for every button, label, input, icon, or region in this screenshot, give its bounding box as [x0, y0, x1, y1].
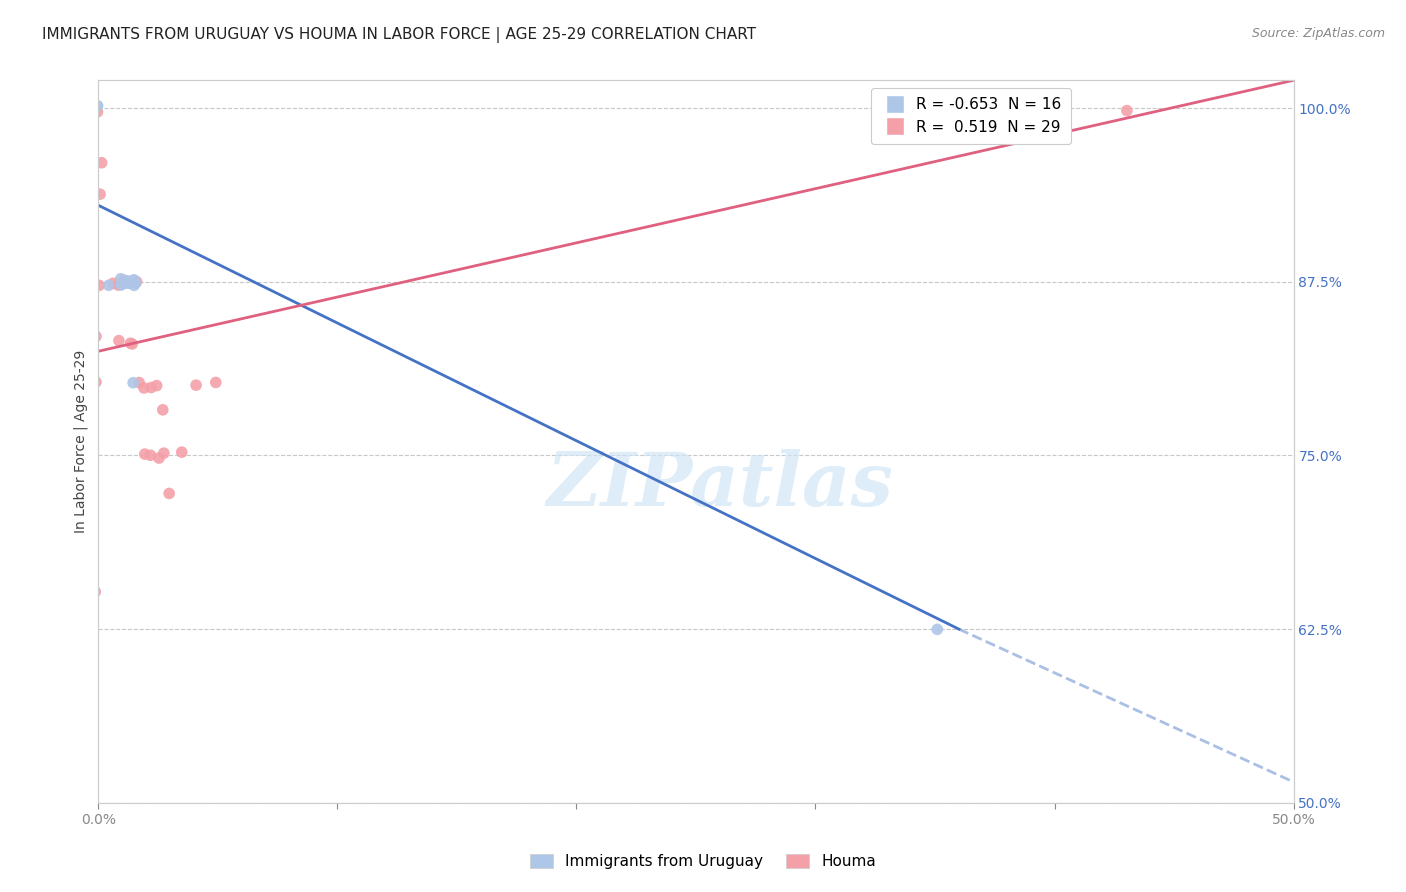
Point — [97, 278, 120, 293]
Point — [121, 337, 143, 351]
Point — [122, 273, 145, 287]
Legend: R = -0.653  N = 16, R =  0.519  N = 29: R = -0.653 N = 16, R = 0.519 N = 29 — [870, 88, 1071, 144]
Point — [153, 446, 176, 460]
Point — [86, 99, 108, 113]
Point — [134, 447, 156, 461]
Point — [124, 276, 146, 290]
Legend: Immigrants from Uruguay, Houma: Immigrants from Uruguay, Houma — [524, 848, 882, 875]
Point — [84, 99, 107, 113]
Y-axis label: In Labor Force | Age 25-29: In Labor Force | Age 25-29 — [73, 350, 89, 533]
Point — [114, 276, 136, 290]
Point — [1043, 104, 1066, 119]
Point — [86, 104, 108, 119]
Point — [145, 378, 167, 392]
Point — [120, 336, 142, 351]
Point — [84, 375, 107, 389]
Point — [204, 376, 226, 390]
Point — [124, 274, 146, 288]
Point — [89, 278, 111, 293]
Point — [141, 380, 163, 394]
Point — [157, 486, 180, 500]
Point — [152, 402, 174, 417]
Point — [122, 278, 145, 293]
Point — [125, 275, 148, 289]
Point — [117, 274, 139, 288]
Point — [128, 376, 150, 390]
Point — [84, 329, 107, 343]
Point — [170, 445, 193, 459]
Point — [132, 381, 155, 395]
Point — [86, 99, 108, 113]
Point — [148, 451, 170, 466]
Point — [108, 334, 131, 348]
Point — [101, 277, 124, 291]
Point — [112, 273, 135, 287]
Point — [110, 277, 132, 292]
Text: Source: ZipAtlas.com: Source: ZipAtlas.com — [1251, 27, 1385, 40]
Point — [1115, 103, 1137, 118]
Point — [139, 448, 162, 462]
Point — [184, 378, 207, 392]
Point — [90, 155, 112, 169]
Point — [107, 278, 129, 293]
Point — [118, 277, 141, 291]
Point — [84, 584, 107, 599]
Point — [89, 187, 111, 202]
Point — [114, 276, 136, 290]
Point — [927, 623, 949, 637]
Text: IMMIGRANTS FROM URUGUAY VS HOUMA IN LABOR FORCE | AGE 25-29 CORRELATION CHART: IMMIGRANTS FROM URUGUAY VS HOUMA IN LABO… — [42, 27, 756, 43]
Point — [110, 271, 132, 285]
Point — [122, 376, 145, 390]
Text: ZIPatlas: ZIPatlas — [547, 449, 893, 521]
